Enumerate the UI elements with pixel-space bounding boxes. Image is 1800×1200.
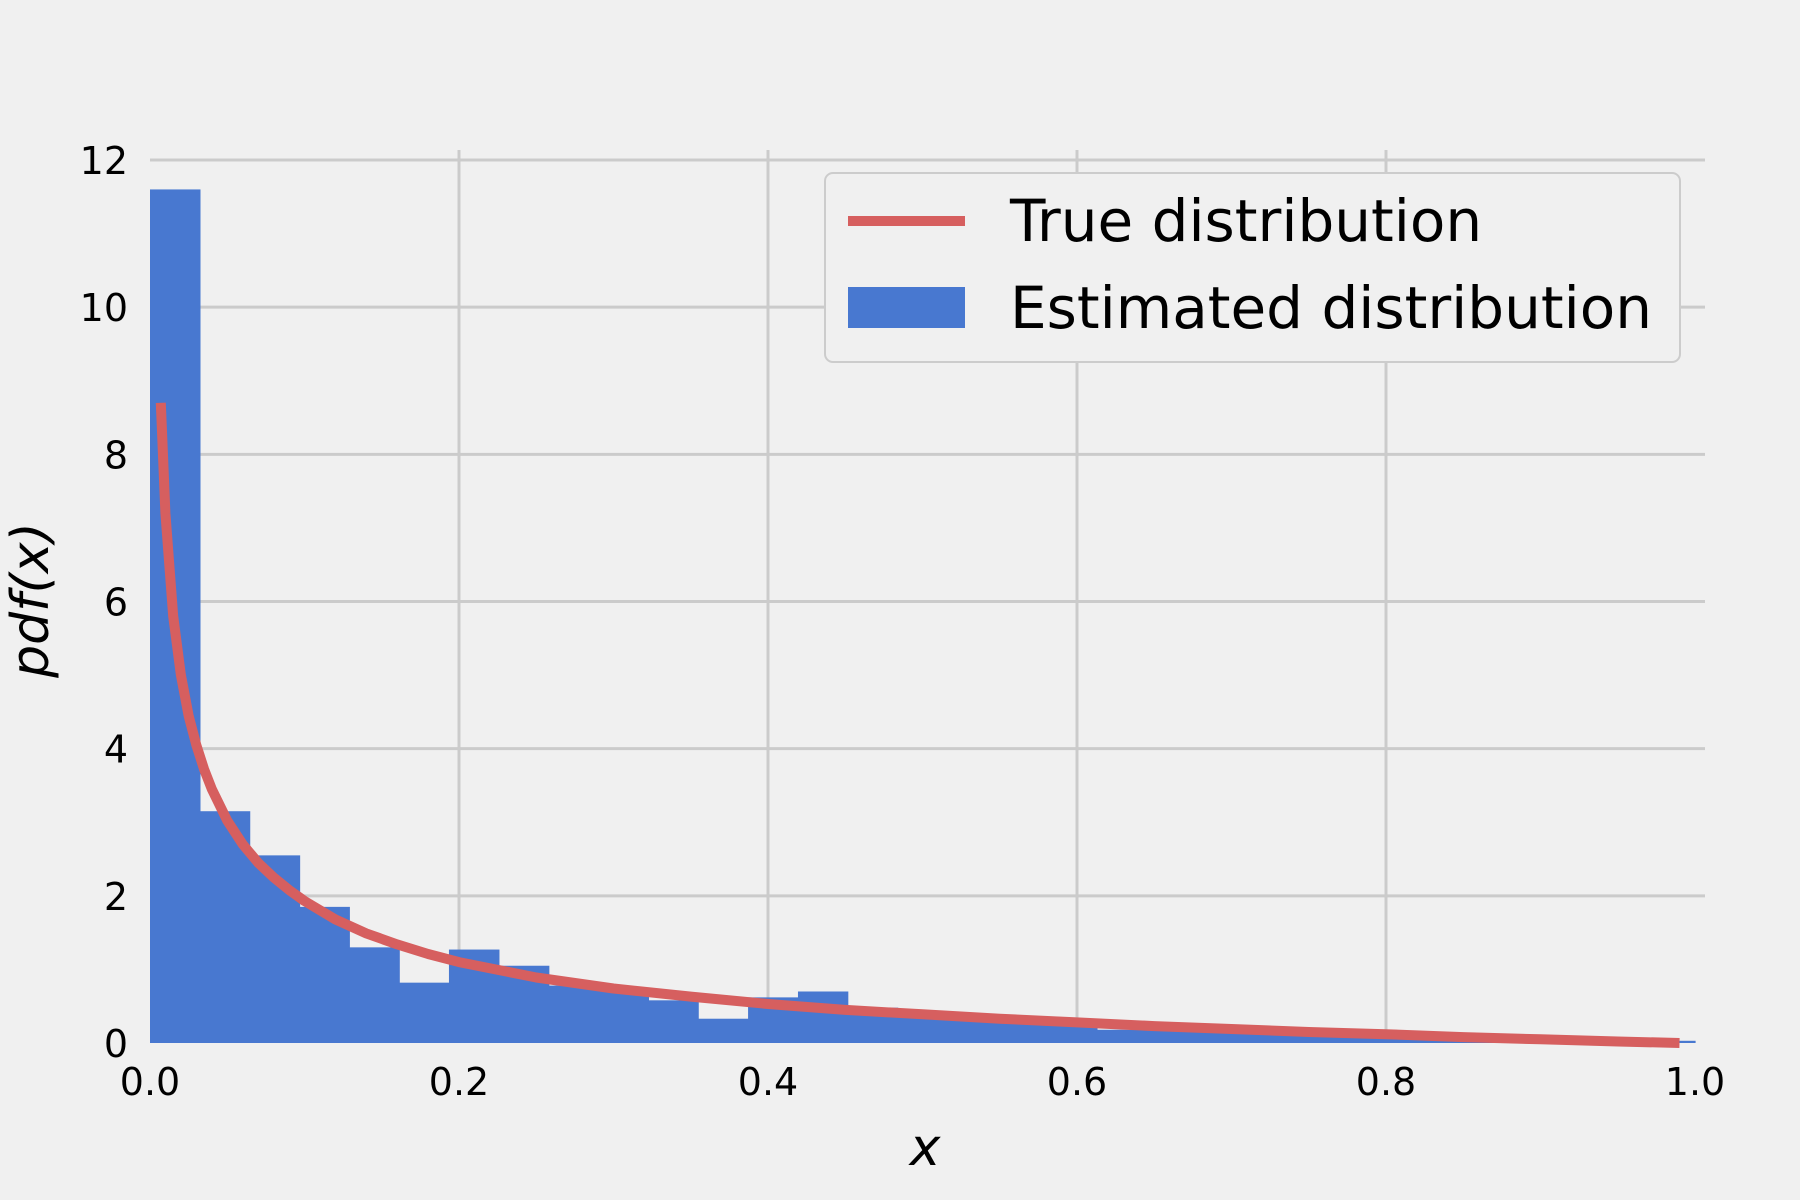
histogram-bar — [598, 990, 650, 1043]
histogram-bar — [1246, 1032, 1297, 1043]
legend-box — [824, 172, 1681, 363]
histogram-bar — [548, 985, 600, 1043]
legend: True distribution Estimated distribution — [824, 172, 1681, 363]
x-tick-label: 0.0 — [120, 1060, 180, 1104]
true-distribution-line — [155, 402, 1680, 1048]
histogram-bar — [797, 991, 849, 1043]
histogram-bar — [698, 1018, 749, 1043]
histogram-bar — [648, 1000, 699, 1043]
y-axis-label: pdf(x) — [1, 522, 61, 679]
legend-label-true-distribution: True distribution — [1009, 187, 1482, 255]
y-tick-label: 0 — [104, 1022, 128, 1066]
histogram-bar — [1296, 1033, 1347, 1043]
x-tick-label: 0.6 — [1047, 1060, 1107, 1104]
y-tick-label: 12 — [80, 139, 128, 183]
y-tick-label: 6 — [104, 581, 128, 625]
histogram-bar — [299, 906, 350, 1043]
x-tick-label: 1.0 — [1665, 1060, 1725, 1104]
legend-label-estimated-distribution: Estimated distribution — [1010, 274, 1652, 342]
y-tick-label: 2 — [104, 875, 128, 919]
histogram-bar — [1096, 1029, 1148, 1043]
y-tick-label: 4 — [104, 728, 128, 772]
x-tick-labels: 0.0 0.2 0.4 0.6 0.8 1.0 — [120, 1060, 1725, 1104]
x-axis-label: x — [908, 1118, 942, 1178]
x-tick-label: 0.4 — [738, 1060, 798, 1104]
x-tick-label: 0.8 — [1356, 1060, 1416, 1104]
x-tick-label: 0.2 — [429, 1060, 489, 1104]
y-tick-labels: 0 2 4 6 8 10 12 — [80, 139, 128, 1066]
histogram-bar — [349, 947, 400, 1043]
histogram-bar — [1196, 1031, 1248, 1043]
y-tick-label: 8 — [104, 433, 128, 477]
histogram-bar — [399, 982, 450, 1043]
y-tick-label: 10 — [80, 286, 128, 330]
legend-swatch-estimated-distribution — [848, 287, 965, 328]
histogram-bar — [1146, 1030, 1198, 1043]
